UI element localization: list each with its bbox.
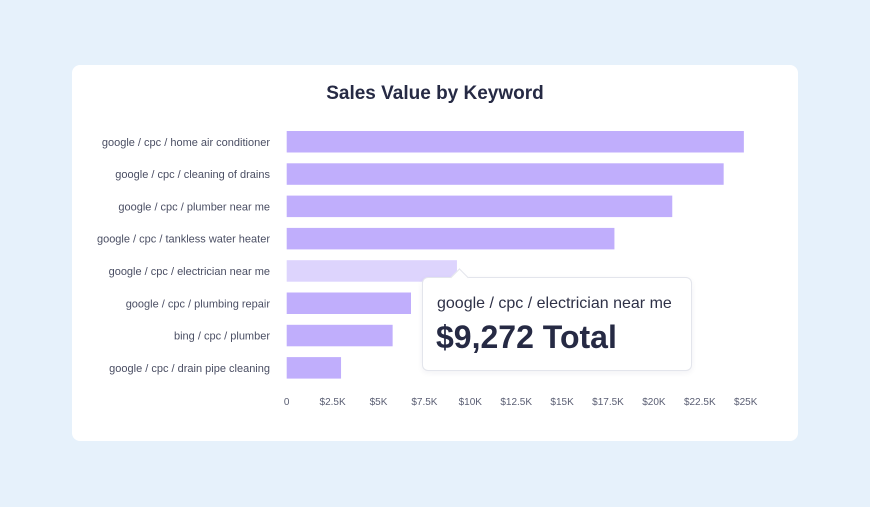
tooltip-value: $9,272 Total [436, 319, 617, 355]
chart-title: Sales Value by Keyword [326, 83, 544, 104]
x-tick-label: $17.5K [592, 397, 624, 408]
category-label: google / cpc / drain pipe cleaning [109, 363, 270, 375]
category-label: google / cpc / plumber near me [118, 201, 270, 213]
bar [286, 357, 342, 379]
category-label: bing / cpc / plumber [174, 331, 270, 343]
category-label: google / cpc / plumbing repair [126, 298, 271, 310]
category-label: google / cpc / electrician near me [109, 266, 270, 278]
chart-card: Sales Value by Keyword google / cpc / ho… [72, 65, 798, 441]
x-tick-label: $7.5K [411, 397, 437, 408]
x-tick-label: $22.5K [684, 397, 716, 408]
tooltip-label: google / cpc / electrician near me [437, 295, 672, 312]
x-tick-label: $5K [370, 397, 388, 408]
tooltip: google / cpc / electrician near me $9,27… [422, 268, 692, 371]
x-tick-label: 0 [284, 397, 290, 408]
x-tick-label: $12.5K [500, 397, 532, 408]
bar [286, 292, 411, 314]
category-label: google / cpc / tankless water heater [97, 234, 270, 246]
bar [286, 260, 457, 282]
bar-chart: google / cpc / home air conditioner googl… [97, 131, 758, 408]
x-tick-label: $20K [642, 397, 666, 408]
category-label: google / cpc / home air conditioner [102, 137, 270, 149]
bar [286, 163, 724, 185]
bar [286, 227, 615, 250]
category-label: google / cpc / cleaning of drains [115, 169, 270, 181]
bar [286, 195, 673, 218]
x-tick-label: $2.5K [320, 397, 346, 408]
x-tick-label: $15K [550, 397, 574, 408]
bar [286, 131, 744, 153]
x-tick-label: $10K [459, 397, 483, 408]
bar [286, 324, 393, 347]
x-tick-label: $25K [734, 397, 758, 408]
